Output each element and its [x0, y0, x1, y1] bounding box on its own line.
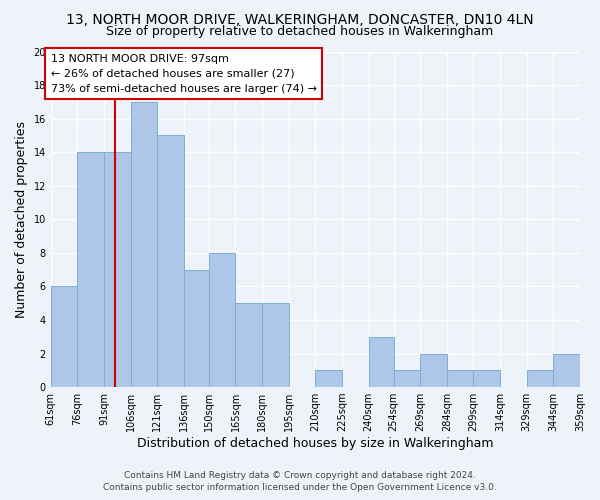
- Text: Contains HM Land Registry data © Crown copyright and database right 2024.
Contai: Contains HM Land Registry data © Crown c…: [103, 471, 497, 492]
- Bar: [131, 102, 157, 387]
- Bar: [527, 370, 553, 387]
- Bar: [209, 253, 235, 387]
- Bar: [473, 370, 500, 387]
- Bar: [184, 270, 209, 387]
- Bar: [262, 303, 289, 387]
- Text: 13, NORTH MOOR DRIVE, WALKERINGHAM, DONCASTER, DN10 4LN: 13, NORTH MOOR DRIVE, WALKERINGHAM, DONC…: [66, 12, 534, 26]
- Bar: [104, 152, 131, 387]
- Text: 13 NORTH MOOR DRIVE: 97sqm
← 26% of detached houses are smaller (27)
73% of semi: 13 NORTH MOOR DRIVE: 97sqm ← 26% of deta…: [51, 54, 317, 94]
- Bar: [235, 303, 262, 387]
- Bar: [51, 286, 77, 387]
- X-axis label: Distribution of detached houses by size in Walkeringham: Distribution of detached houses by size …: [137, 437, 494, 450]
- Bar: [157, 136, 184, 387]
- Bar: [77, 152, 104, 387]
- Bar: [553, 354, 580, 387]
- Y-axis label: Number of detached properties: Number of detached properties: [15, 121, 28, 318]
- Bar: [316, 370, 342, 387]
- Bar: [447, 370, 473, 387]
- Bar: [420, 354, 447, 387]
- Bar: [368, 336, 394, 387]
- Text: Size of property relative to detached houses in Walkeringham: Size of property relative to detached ho…: [106, 25, 494, 38]
- Bar: [394, 370, 420, 387]
